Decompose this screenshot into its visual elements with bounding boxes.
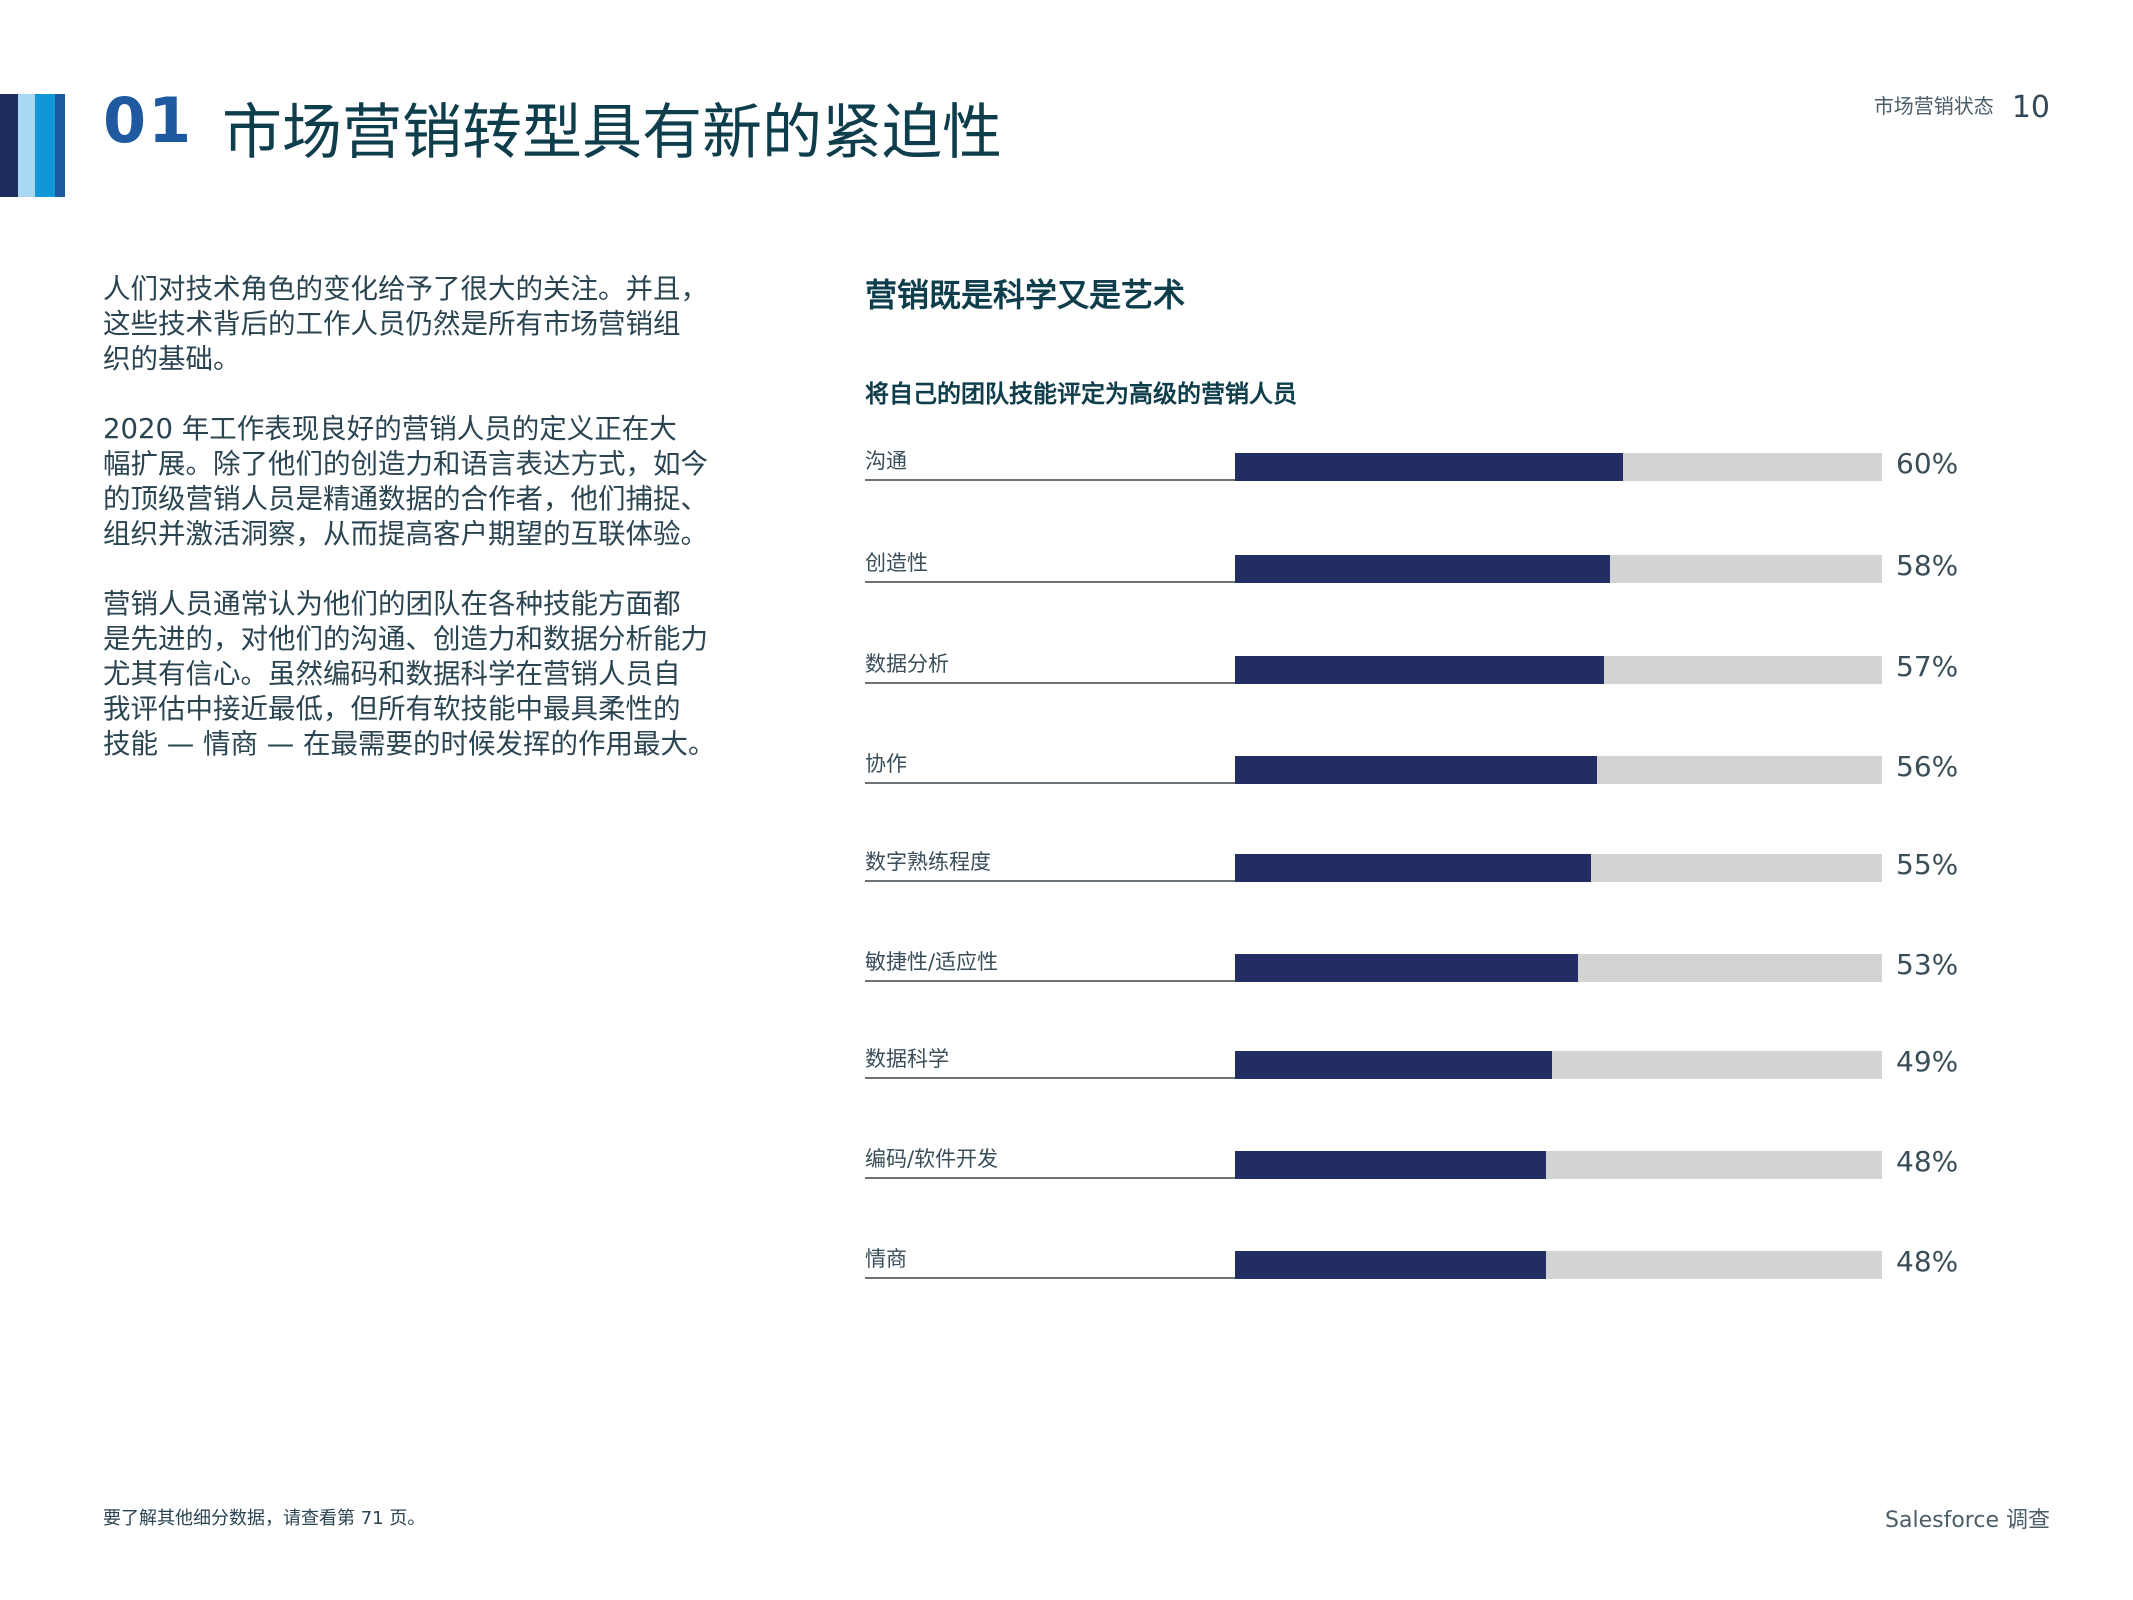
category-label: 协作: [865, 752, 907, 776]
bar-track: [1235, 854, 1882, 882]
paragraph-line: 的顶级营销人员是精通数据的合作者，他们捕捉、: [103, 483, 708, 515]
category-label: 编码/软件开发: [865, 1147, 999, 1171]
bar-row: 敏捷性/适应性 53%: [865, 948, 1975, 982]
bar-track: [1235, 1251, 1882, 1279]
bar: [1235, 756, 1598, 784]
category-label: 沟通: [865, 449, 907, 473]
page-title: 市场营销转型具有新的紧迫性: [222, 98, 1002, 168]
paragraph-line: 尤其有信心。虽然编码和数据科学在营销人员自: [103, 658, 681, 690]
bar-row: 情商 48%: [865, 1245, 1975, 1279]
running-header: 市场营销状态 10: [1874, 90, 2050, 125]
value-label: 53%: [1896, 948, 1959, 981]
bar: [1235, 1251, 1546, 1279]
paragraph-line: 我评估中接近最低，但所有软技能中最具柔性的: [103, 693, 681, 725]
bar-row: 沟通 60%: [865, 447, 1975, 481]
label-rule: [865, 581, 1235, 583]
value-label: 56%: [1896, 750, 1959, 783]
label-rule: [865, 880, 1235, 882]
label-rule: [865, 1277, 1235, 1279]
bar-row: 协作 56%: [865, 750, 1975, 784]
bar-track: [1235, 555, 1882, 583]
bar: [1235, 1151, 1546, 1179]
bar: [1235, 954, 1578, 982]
category-label: 数字熟练程度: [865, 850, 991, 874]
body-text: 人们对技术角色的变化给予了很大的关注。并且， 这些技术背后的工作人员仍然是所有市场…: [103, 272, 783, 797]
bar-track: [1235, 756, 1882, 784]
bar-track: [1235, 1051, 1882, 1079]
bar-track: [1235, 453, 1882, 481]
value-label: 49%: [1896, 1045, 1959, 1078]
category-label: 创造性: [865, 551, 928, 575]
bar-row: 数据分析 57%: [865, 650, 1975, 684]
category-label: 数据科学: [865, 1047, 949, 1071]
paragraph-line: 人们对技术角色的变化给予了很大的关注。并且，: [103, 273, 708, 305]
page-number: 10: [2011, 90, 2050, 125]
category-label: 情商: [865, 1247, 907, 1271]
bar-row: 数字熟练程度 55%: [865, 848, 1975, 882]
paragraph-line: 营销人员通常认为他们的团队在各种技能方面都: [103, 588, 681, 620]
category-label: 数据分析: [865, 652, 949, 676]
label-rule: [865, 1077, 1235, 1079]
bar-row: 编码/软件开发 48%: [865, 1145, 1975, 1179]
value-label: 55%: [1896, 848, 1959, 881]
header-stripe-3: [35, 94, 55, 197]
header-stripe-2: [18, 94, 35, 197]
section-number: 01: [103, 84, 194, 157]
paragraph-line: 这些技术背后的工作人员仍然是所有市场营销组: [103, 308, 681, 340]
paragraph-line: 幅扩展。除了他们的创造力和语言表达方式，如今: [103, 448, 708, 480]
label-rule: [865, 682, 1235, 684]
paragraph: 2020 年工作表现良好的营销人员的定义正在大 幅扩展。除了他们的创造力和语言表达…: [103, 412, 783, 552]
value-label: 48%: [1896, 1145, 1959, 1178]
bar: [1235, 453, 1624, 481]
bar-row: 数据科学 49%: [865, 1045, 1975, 1079]
bar-row: 创造性 58%: [865, 549, 1975, 583]
bar-track: [1235, 954, 1882, 982]
report-name: 市场营销状态: [1873, 94, 1994, 118]
chart-title: 营销既是科学又是艺术: [865, 276, 1186, 314]
bar-track: [1235, 1151, 1882, 1179]
header-stripe-4: [55, 94, 65, 197]
category-label: 敏捷性/适应性: [865, 950, 999, 974]
chart-subtitle: 将自己的团队技能评定为高级的营销人员: [865, 380, 1297, 408]
paragraph-line: 技能 — 情商 — 在最需要的时候发挥的作用最大。: [103, 728, 716, 760]
paragraph: 营销人员通常认为他们的团队在各种技能方面都 是先进的，对他们的沟通、创造力和数据分…: [103, 587, 783, 762]
paragraph-line: 2020 年工作表现良好的营销人员的定义正在大: [103, 413, 677, 445]
footer-note: 要了解其他细分数据，请查看第 71 页。: [103, 1508, 426, 1529]
paragraph: 人们对技术角色的变化给予了很大的关注。并且， 这些技术背后的工作人员仍然是所有市场…: [103, 272, 783, 377]
label-rule: [865, 479, 1235, 481]
bar: [1235, 555, 1611, 583]
bar-track: [1235, 656, 1882, 684]
value-label: 58%: [1896, 549, 1959, 582]
value-label: 48%: [1896, 1245, 1959, 1278]
paragraph-line: 组织并激活洞察，从而提高客户期望的互联体验。: [103, 518, 708, 550]
value-label: 57%: [1896, 650, 1959, 683]
label-rule: [865, 980, 1235, 982]
value-label: 60%: [1896, 447, 1959, 480]
paragraph-line: 是先进的，对他们的沟通、创造力和数据分析能力: [103, 623, 708, 655]
paragraph-line: 织的基础。: [103, 343, 241, 375]
label-rule: [865, 1177, 1235, 1179]
label-rule: [865, 782, 1235, 784]
bar: [1235, 1051, 1553, 1079]
bar: [1235, 854, 1591, 882]
bar: [1235, 656, 1604, 684]
header-stripe-1: [0, 94, 18, 197]
footer-source: Salesforce 调查: [1885, 1508, 2050, 1533]
